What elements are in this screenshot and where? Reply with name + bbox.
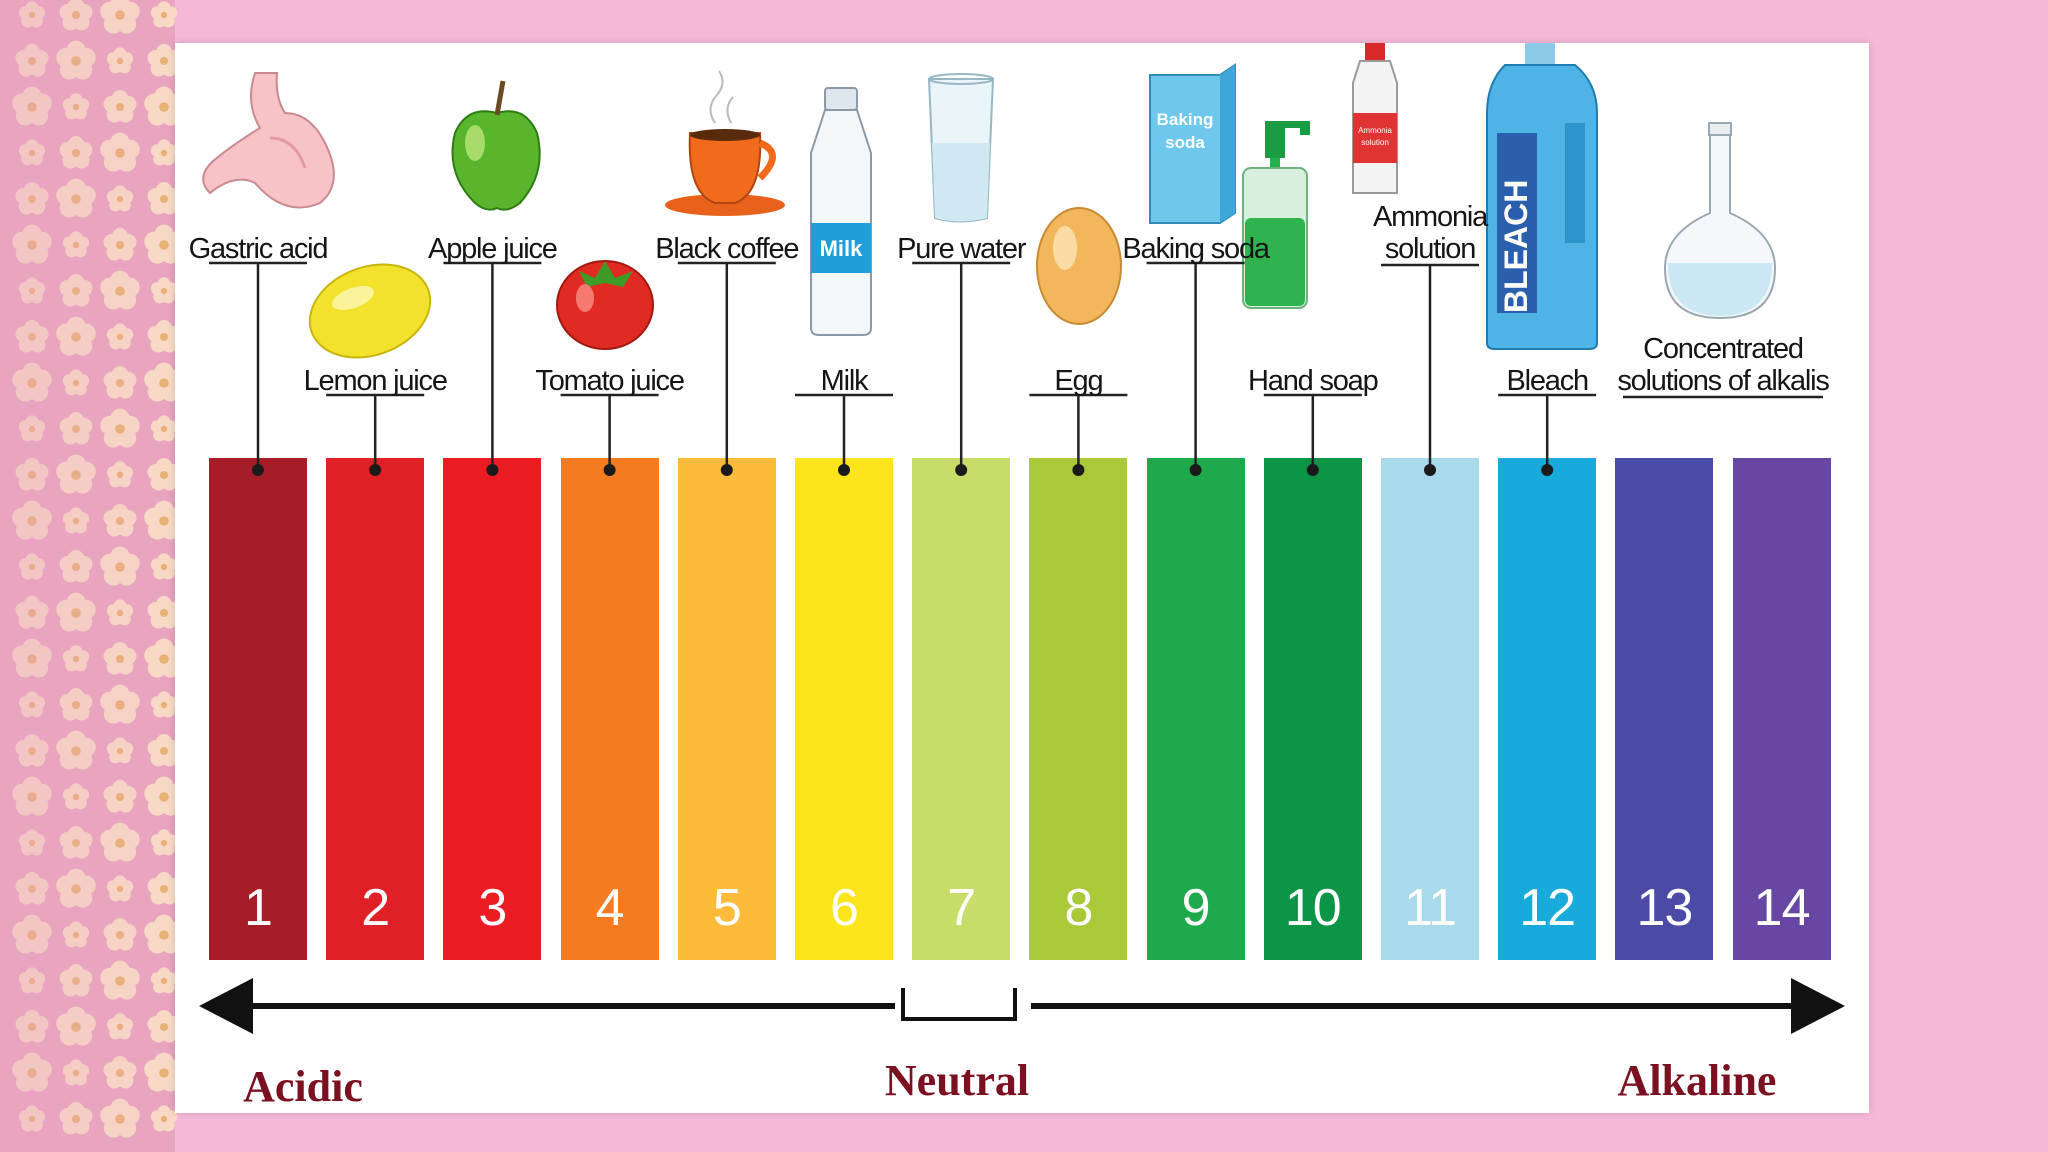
baking-soda-box-icon: Baking soda (1149, 63, 1236, 224)
ph-bar-8: 8 (1029, 458, 1128, 960)
ph-bar-11: 11 (1381, 458, 1479, 960)
milk-bottle-label: Milk (820, 236, 864, 261)
acidic-label: Acidic (243, 1062, 363, 1111)
tomato-icon (556, 260, 654, 350)
ph-bar-4: 4 (560, 458, 659, 960)
substance-label-baking-soda: Baking soda (1122, 233, 1270, 265)
ph-bar-14: 14 (1732, 458, 1831, 960)
ph-bar-number: 5 (712, 879, 742, 937)
water-glass-icon (927, 73, 995, 223)
ph-bar-number: 9 (1181, 879, 1211, 937)
substance-label-egg: Egg (1054, 365, 1103, 397)
ph-bar-10: 10 (1263, 458, 1362, 960)
bleach-bottle-icon: BLEACH (1486, 43, 1598, 350)
ph-bar-13: 13 (1615, 458, 1714, 960)
ph-bar-9: 9 (1146, 458, 1245, 960)
ph-bar-6: 6 (795, 458, 893, 960)
substance-label-gastric-acid: Gastric acid (188, 233, 329, 265)
lemon-icon (308, 263, 432, 359)
ph-bar-number: 11 (1404, 879, 1457, 937)
ph-bar-5: 5 (677, 458, 776, 960)
flask-icon (1663, 122, 1777, 320)
egg-icon (1036, 207, 1122, 325)
background-flower (100, 0, 140, 34)
neutral-bracket (895, 988, 1031, 1021)
ph-bar-number: 14 (1753, 879, 1811, 937)
ph-bar-number: 4 (595, 879, 625, 937)
substance-label-apple-juice: Apple juice (428, 233, 558, 265)
substance-label-milk: Milk (820, 365, 869, 397)
ammonia-bottle-icon: Ammonia solution (1352, 43, 1398, 194)
alkaline-label: Alkaline (1617, 1056, 1777, 1105)
ph-bar-3: 3 (443, 458, 542, 960)
bleach-bottle-label: BLEACH (1498, 180, 1534, 313)
soap-dispenser-icon (1242, 121, 1310, 309)
ph-bar-number: 7 (947, 879, 976, 937)
neutral-label: Neutral (884, 1056, 1030, 1105)
substance-label-tomato-juice: Tomato juice (535, 365, 685, 397)
substance-label-concentrated-solutions-of-alkalis: Concentrated solutions of alkalis (1617, 333, 1830, 397)
coffee-cup-icon (665, 70, 785, 216)
ph-bar-2: 2 (326, 458, 425, 960)
ph-bar-number: 1 (244, 879, 273, 937)
ph-bar-number: 8 (1064, 879, 1093, 937)
substance-label-black-coffee: Black coffee (655, 233, 799, 265)
baking-soda-box-line1: Baking (1157, 110, 1214, 129)
substance-label-bleach: Bleach (1506, 365, 1589, 397)
milk-bottle-icon: Milk (810, 87, 872, 336)
baking-soda-box-line2: soda (1165, 133, 1205, 152)
ph-bar-number: 3 (478, 879, 507, 937)
substance-label-lemon-juice: Lemon juice (303, 365, 448, 397)
substance-label-hand-soap: Hand soap (1248, 365, 1379, 397)
ph-scale-card: Milk Baking soda Ammonia (175, 43, 1869, 1113)
stomach-icon (202, 72, 335, 209)
ph-bar-12: 12 (1498, 458, 1597, 960)
ph-bar-number: 10 (1284, 879, 1342, 937)
ph-bar-number: 6 (830, 879, 859, 937)
ph-bar-number: 2 (361, 879, 390, 937)
ph-bar-number: 13 (1636, 879, 1693, 937)
substance-label-pure-water: Pure water (897, 233, 1026, 265)
ph-bar-number: 12 (1519, 879, 1576, 937)
substance-label-ammonia-solution: Ammonia solution (1372, 201, 1488, 265)
ph-scale-diagram: Milk Baking soda Ammonia (199, 43, 1845, 1034)
ammonia-bottle-line1: Ammonia (1358, 126, 1392, 135)
ammonia-bottle-line2: solution (1361, 138, 1389, 147)
apple-icon (451, 80, 541, 211)
ph-bar-7: 7 (912, 458, 1011, 960)
ph-bar-1: 1 (209, 458, 307, 960)
